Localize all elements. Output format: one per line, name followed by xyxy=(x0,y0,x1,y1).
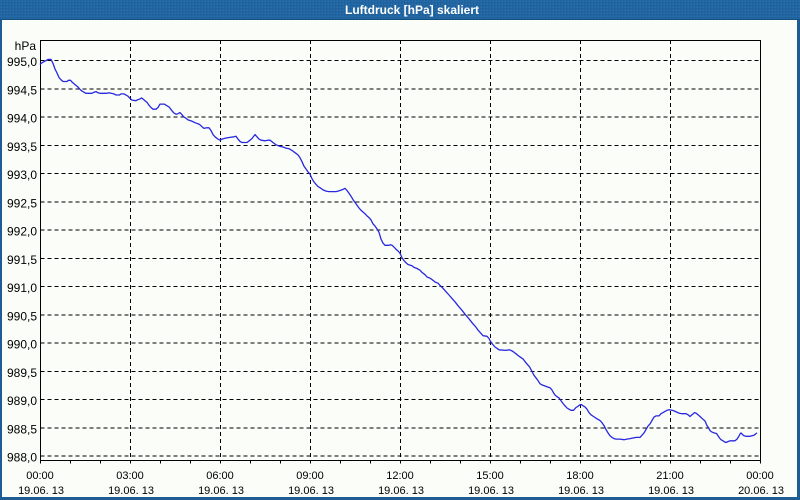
svg-text:989,5: 989,5 xyxy=(7,366,37,380)
svg-text:992,5: 992,5 xyxy=(7,196,37,210)
svg-text:993,5: 993,5 xyxy=(7,140,37,154)
svg-text:19.06. 13: 19.06. 13 xyxy=(558,485,604,497)
svg-text:19.06. 13: 19.06. 13 xyxy=(648,485,694,497)
svg-text:992,0: 992,0 xyxy=(7,225,37,239)
svg-text:19.06. 13: 19.06. 13 xyxy=(468,485,514,497)
svg-text:00:00: 00:00 xyxy=(26,470,54,482)
svg-text:19.06. 13: 19.06. 13 xyxy=(378,485,424,497)
svg-text:995,0: 995,0 xyxy=(7,55,37,69)
svg-text:994,5: 994,5 xyxy=(7,83,37,97)
svg-text:19.06. 13: 19.06. 13 xyxy=(288,485,334,497)
svg-text:994,0: 994,0 xyxy=(7,112,37,126)
svg-text:993,0: 993,0 xyxy=(7,168,37,182)
svg-text:989,0: 989,0 xyxy=(7,394,37,408)
svg-text:19.06. 13: 19.06. 13 xyxy=(18,485,64,497)
svg-text:988,5: 988,5 xyxy=(7,422,37,436)
svg-text:20.06. 13: 20.06. 13 xyxy=(738,485,784,497)
svg-text:hPa: hPa xyxy=(15,39,37,53)
svg-text:988,0: 988,0 xyxy=(7,451,37,465)
svg-text:990,5: 990,5 xyxy=(7,309,37,323)
svg-text:19.06. 13: 19.06. 13 xyxy=(198,485,244,497)
svg-text:991,0: 991,0 xyxy=(7,281,37,295)
svg-text:21:00: 21:00 xyxy=(656,470,684,482)
svg-text:03:00: 03:00 xyxy=(116,470,144,482)
svg-text:991,5: 991,5 xyxy=(7,253,37,267)
svg-text:15:00: 15:00 xyxy=(476,470,504,482)
svg-text:00:00: 00:00 xyxy=(746,470,774,482)
svg-text:990,0: 990,0 xyxy=(7,338,37,352)
svg-text:19.06. 13: 19.06. 13 xyxy=(108,485,154,497)
svg-text:06:00: 06:00 xyxy=(206,470,234,482)
svg-text:18:00: 18:00 xyxy=(566,470,594,482)
svg-text:12:00: 12:00 xyxy=(386,470,414,482)
svg-text:09:00: 09:00 xyxy=(296,470,324,482)
